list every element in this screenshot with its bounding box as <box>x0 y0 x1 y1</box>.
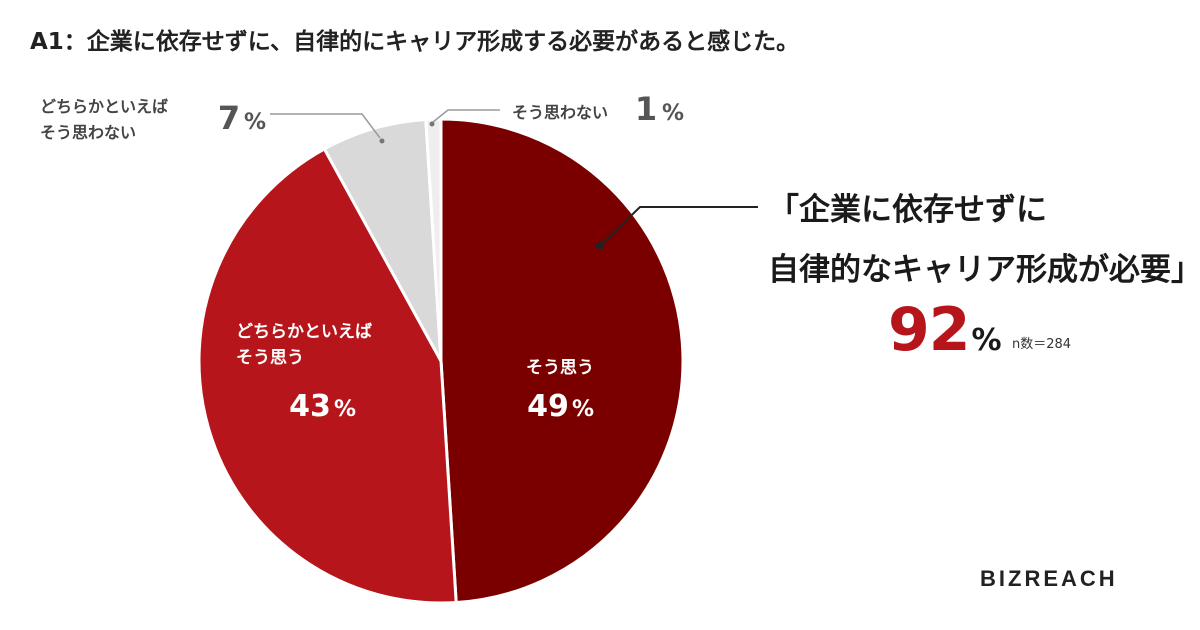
slice-label-4: そう思わない <box>512 103 608 122</box>
slice-label-1: そう思う <box>526 358 594 378</box>
slice-value-1: 49 <box>527 389 569 424</box>
slice-label-2-line-2: そう思う <box>236 348 304 368</box>
slice-unit-1: % <box>572 397 594 422</box>
slice-label-2-line-1: どちらかといえば <box>236 322 372 342</box>
leader-dot-3 <box>379 138 385 144</box>
callout-text: 「企業に依存せずに 自律的なキャリア形成が必要」 <box>768 180 1200 300</box>
callout-value: 92 <box>888 295 970 365</box>
slice-value-4: 1 <box>635 90 657 128</box>
bizreach-logo: BIZREACH <box>980 566 1118 591</box>
pie-slice-2 <box>197 146 458 605</box>
callout-line-1: 「企業に依存せずに <box>768 192 1047 228</box>
callout-line-2: 自律的なキャリア形成が必要」 <box>768 252 1200 288</box>
chart-title: A1：企業に依存せずに、自律的にキャリア形成する必要があると感じた。 <box>30 29 800 55</box>
slice-label-3-line-1: どちらかといえば <box>40 97 168 116</box>
callout-unit: % <box>971 323 1002 358</box>
callout-connector <box>599 206 758 247</box>
callout-stat: 92% <box>888 295 1002 365</box>
leader-line-3 <box>270 113 381 139</box>
slice-value-2: 43 <box>289 389 331 424</box>
slice-unit-3: % <box>244 110 266 135</box>
pie-slice-1 <box>439 117 685 605</box>
slice-unit-4: % <box>662 101 684 126</box>
slice-unit-2: % <box>334 397 356 422</box>
sample-size: n数＝284 <box>1012 337 1072 352</box>
callout-dot <box>596 242 604 250</box>
slice-label-3-line-2: そう思わない <box>40 123 136 142</box>
leader-line-4 <box>432 109 500 123</box>
pie-slice-4 <box>424 117 443 362</box>
slice-value-3: 7 <box>218 99 240 137</box>
leader-dot-4 <box>429 121 435 127</box>
